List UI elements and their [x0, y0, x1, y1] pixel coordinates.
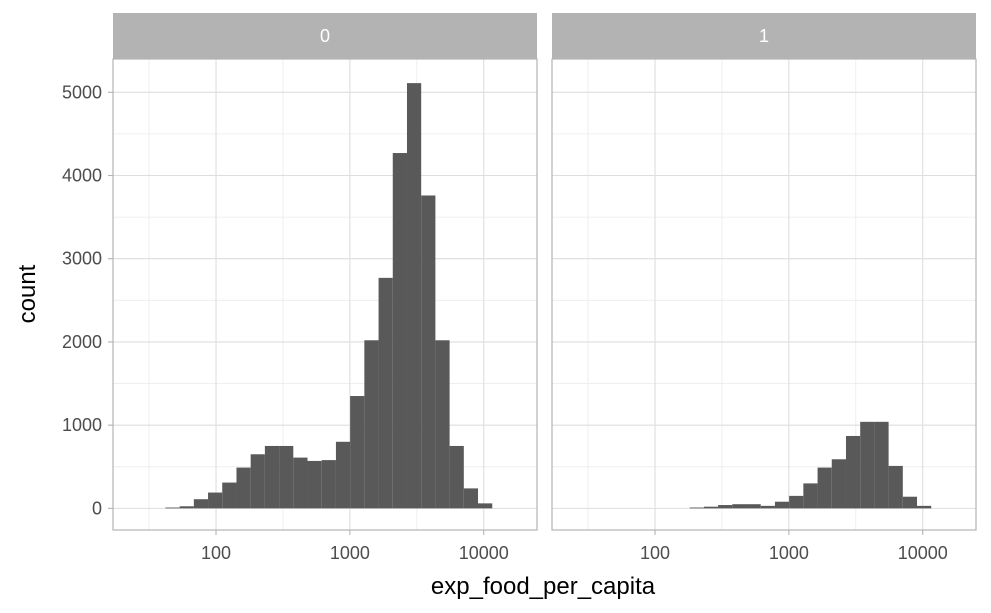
histogram-bars	[689, 421, 932, 509]
histogram-bar	[435, 340, 450, 509]
facet-panels: 0 100 1000 10000 1 100 1000 10000	[112, 13, 977, 563]
facet-strip-label: 0	[320, 26, 330, 46]
histogram-bar	[845, 435, 861, 509]
histogram-bar	[350, 396, 365, 509]
facet-panel-0: 0 100 1000 10000	[112, 13, 538, 563]
x-axis-title: exp_food_per_capita	[431, 573, 656, 600]
x-axis: 100 1000 10000	[640, 530, 948, 563]
histogram-bar	[860, 421, 875, 509]
y-tick-label: 5000	[62, 82, 102, 102]
histogram-bar	[718, 505, 733, 509]
histogram-bar	[689, 507, 704, 509]
histogram-bar	[378, 277, 393, 509]
histogram-bar	[250, 454, 265, 509]
x-tick-label: 100	[640, 543, 670, 563]
histogram-bar	[774, 501, 790, 509]
panel-border	[112, 58, 538, 531]
histogram-bar	[888, 465, 903, 509]
histogram-bar	[902, 496, 918, 509]
panel-border	[551, 58, 977, 531]
histogram-bar	[746, 504, 761, 509]
histogram-bar	[236, 467, 251, 509]
histogram-bar	[264, 445, 280, 509]
histogram-bar	[817, 467, 832, 509]
histogram-bar	[293, 457, 308, 509]
x-tick-label: 100	[201, 543, 231, 563]
y-tick-label: 4000	[62, 166, 102, 186]
y-tick-label: 0	[92, 498, 102, 518]
y-tick-label: 3000	[62, 249, 102, 269]
histogram-bar	[703, 506, 719, 509]
histogram-bar	[335, 441, 351, 509]
facet-strip	[113, 13, 537, 59]
x-tick-label: 10000	[459, 543, 509, 563]
histogram-bar	[165, 507, 180, 509]
histogram-bar	[463, 488, 479, 509]
grid-lines	[113, 59, 537, 530]
y-axis-title: count	[14, 264, 41, 323]
histogram-bar	[831, 459, 846, 509]
histogram-bar	[208, 492, 223, 509]
x-tick-label: 1000	[330, 543, 370, 563]
x-axis: 100 1000 10000	[201, 530, 509, 563]
histogram-bar	[421, 195, 436, 509]
x-tick-label: 10000	[898, 543, 948, 563]
histogram-bar	[321, 460, 336, 509]
histogram-bar	[307, 460, 322, 509]
histogram-bar	[179, 506, 194, 509]
histogram-bar	[449, 445, 464, 509]
y-axis: 0 1000 2000 3000 4000 5000	[62, 82, 113, 518]
y-tick-label: 2000	[62, 332, 102, 352]
histogram-bar	[874, 421, 889, 509]
histogram-bar	[760, 505, 775, 509]
histogram-bar	[803, 483, 818, 509]
histogram-bar	[279, 445, 294, 509]
histogram-bar	[478, 503, 493, 509]
histogram-bar	[193, 499, 209, 509]
grid-lines	[552, 59, 976, 530]
histogram-bar	[732, 504, 747, 509]
facet-strip-label: 1	[759, 26, 769, 46]
histogram-bars	[165, 83, 493, 509]
histogram-bar	[789, 495, 804, 509]
facet-strip	[552, 13, 976, 59]
histogram-bar	[364, 340, 379, 509]
x-tick-label: 1000	[769, 543, 809, 563]
histogram-bar	[406, 83, 422, 509]
histogram-bar	[392, 153, 407, 509]
histogram-bar	[222, 482, 237, 509]
facet-panel-1: 1 100 1000 10000	[551, 13, 977, 563]
histogram-bar	[917, 505, 932, 509]
y-tick-label: 1000	[62, 415, 102, 435]
